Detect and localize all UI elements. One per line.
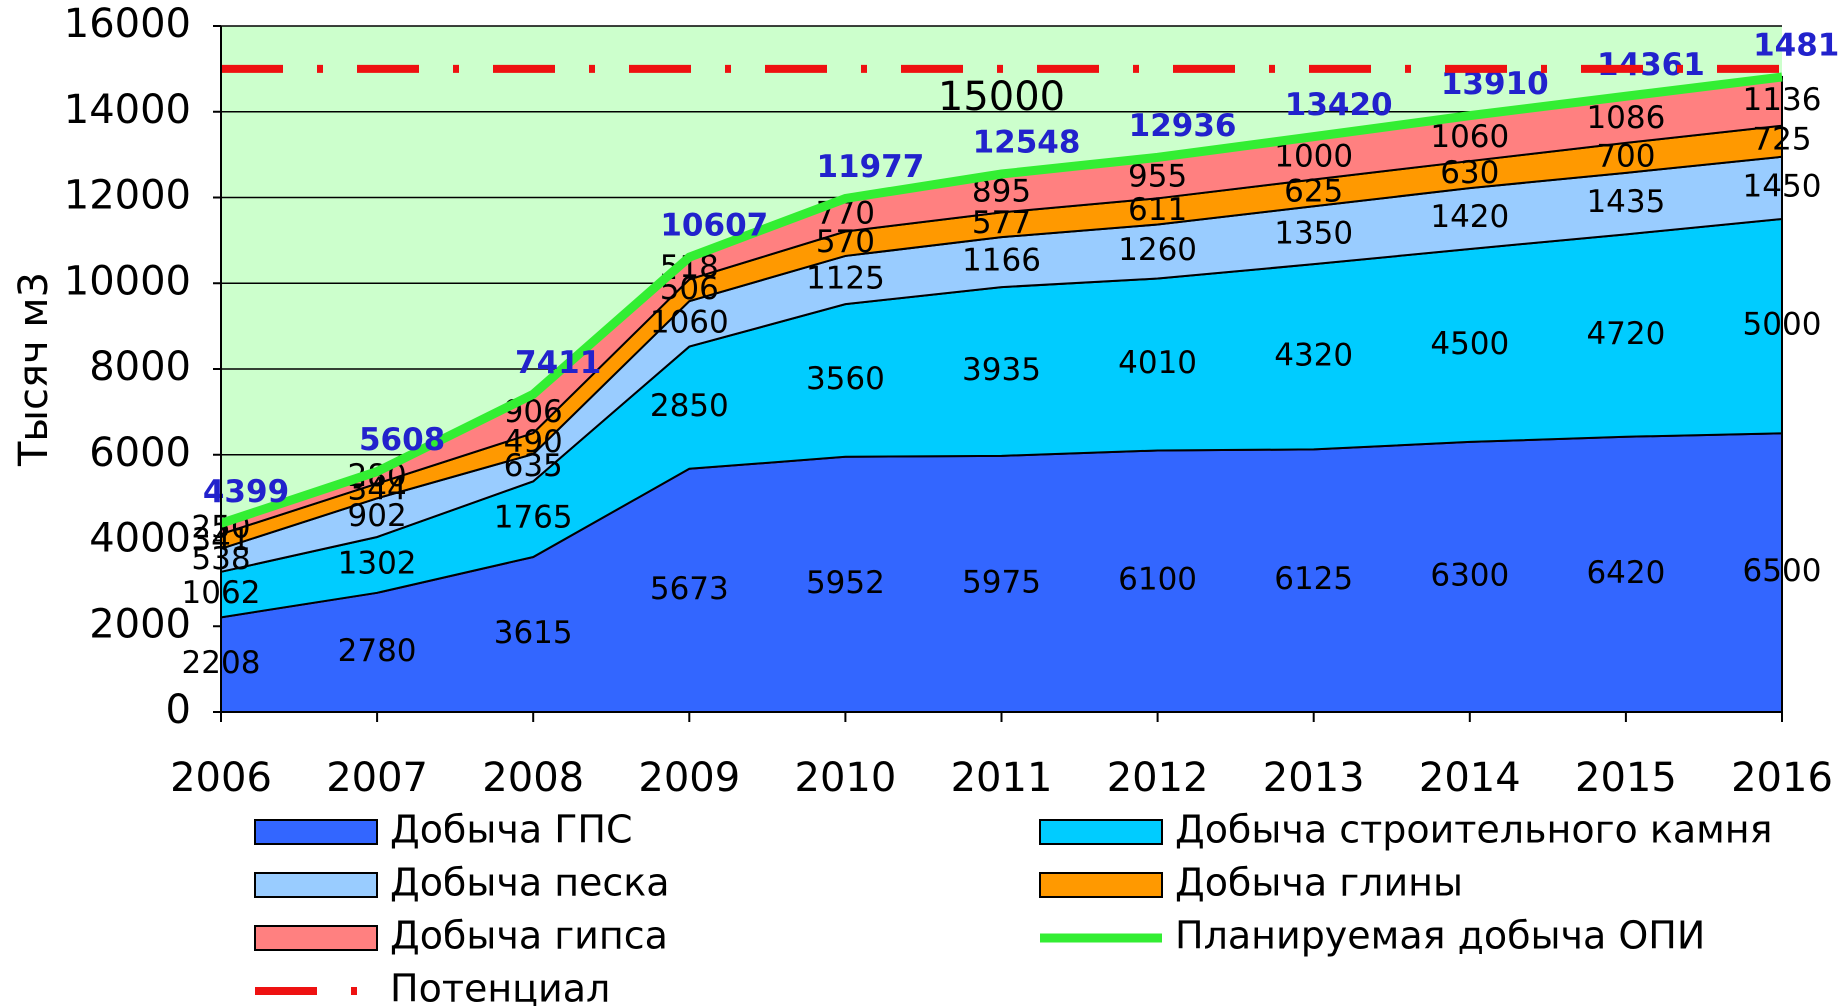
y-tick-label: 8000 [89,344,191,390]
data-label: 6100 [1118,562,1197,598]
legend-label: Добыча песка [390,861,670,905]
data-label: 6420 [1586,555,1665,591]
data-label: 635 [504,448,563,484]
data-label: 630 [1440,155,1499,191]
data-label: 902 [348,498,407,534]
legend-label: Планируемая добыча ОПИ [1175,914,1705,958]
legend-label: Потенциал [390,967,610,1006]
total-label: 10607 [660,208,768,244]
data-label: 611 [1128,192,1187,228]
data-label: 5975 [962,564,1041,600]
legend-swatch [254,925,378,951]
x-tick-label: 2011 [951,755,1053,801]
data-label: 1125 [806,261,885,297]
x-tick-label: 2006 [170,755,272,801]
data-label: 1420 [1430,199,1509,235]
y-tick-label: 2000 [89,601,191,647]
x-tick-label: 2015 [1575,755,1677,801]
y-tick-label: 12000 [64,173,191,219]
y-tick-label: 14000 [64,87,191,133]
legend-swatch [1039,819,1163,845]
data-label: 1166 [962,243,1041,279]
data-label: 3560 [806,361,885,397]
y-tick-label: 16000 [64,1,191,47]
x-tick-label: 2010 [795,755,897,801]
legend-label: Добыча глины [1175,861,1463,905]
legend-swatch [1039,872,1163,898]
data-label: 1260 [1118,232,1197,268]
y-tick-label: 10000 [64,258,191,304]
x-tick-label: 2012 [1107,755,1209,801]
x-tick-label: 2008 [482,755,584,801]
legend-swatch [254,819,378,845]
data-label: 3935 [962,352,1041,388]
data-label: 6500 [1743,553,1822,589]
total-label: 12936 [1129,108,1237,144]
total-label: 4399 [203,474,289,510]
data-label: 1302 [338,545,417,581]
total-line [219,72,1783,528]
data-label: 2780 [338,633,417,669]
total-label: 5608 [359,422,445,458]
total-label: 13420 [1285,87,1393,123]
x-tick-label: 2009 [638,755,740,801]
data-label: 1060 [650,304,729,340]
x-tick-label: 2013 [1263,755,1365,801]
data-label: 4320 [1274,337,1353,373]
y-tick-label: 4000 [89,516,191,562]
legend-label: Добыча гипса [390,914,668,958]
data-label: 700 [1596,138,1655,174]
data-label: 955 [1128,158,1187,194]
data-label: 4720 [1586,316,1665,352]
data-label: 1765 [494,500,573,536]
data-label: 6300 [1430,557,1509,593]
y-tick-label: 6000 [89,430,191,476]
data-label: 4010 [1118,345,1197,381]
data-label: 2850 [650,388,729,424]
data-label: 1086 [1586,100,1665,136]
data-label: 4500 [1430,326,1509,362]
total-label: 14361 [1597,47,1705,83]
data-label: 570 [816,224,875,260]
data-label: 1450 [1743,168,1822,204]
data-label: 5000 [1743,307,1822,343]
data-label: 1060 [1430,119,1509,155]
data-label: 577 [972,205,1031,241]
data-label: 1435 [1586,184,1665,220]
legend-label: Добыча ГПС [390,808,632,852]
data-label: 1350 [1274,216,1353,252]
data-label: 5952 [806,565,885,601]
y-tick-label: 0 [166,687,191,733]
potential-label: 15000 [938,74,1065,120]
data-label: 725 [1752,122,1811,158]
total-label: 7411 [515,345,601,381]
data-label: 6125 [1274,561,1353,597]
x-tick-label: 2014 [1419,755,1521,801]
x-tick-label: 2007 [326,755,428,801]
total-label: 11977 [816,149,924,185]
data-label: 490 [504,424,563,460]
data-label: 625 [1284,173,1343,209]
legend-label: Добыча строительного камня [1175,808,1772,852]
y-axis-label: Тысяч м3 [11,272,57,467]
data-label: 1136 [1743,82,1822,118]
data-label: 5673 [650,571,729,607]
x-tick-label: 2016 [1731,755,1833,801]
legend-swatch [254,872,378,898]
total-label: 12548 [973,125,1081,161]
data-label: 3615 [494,615,573,651]
